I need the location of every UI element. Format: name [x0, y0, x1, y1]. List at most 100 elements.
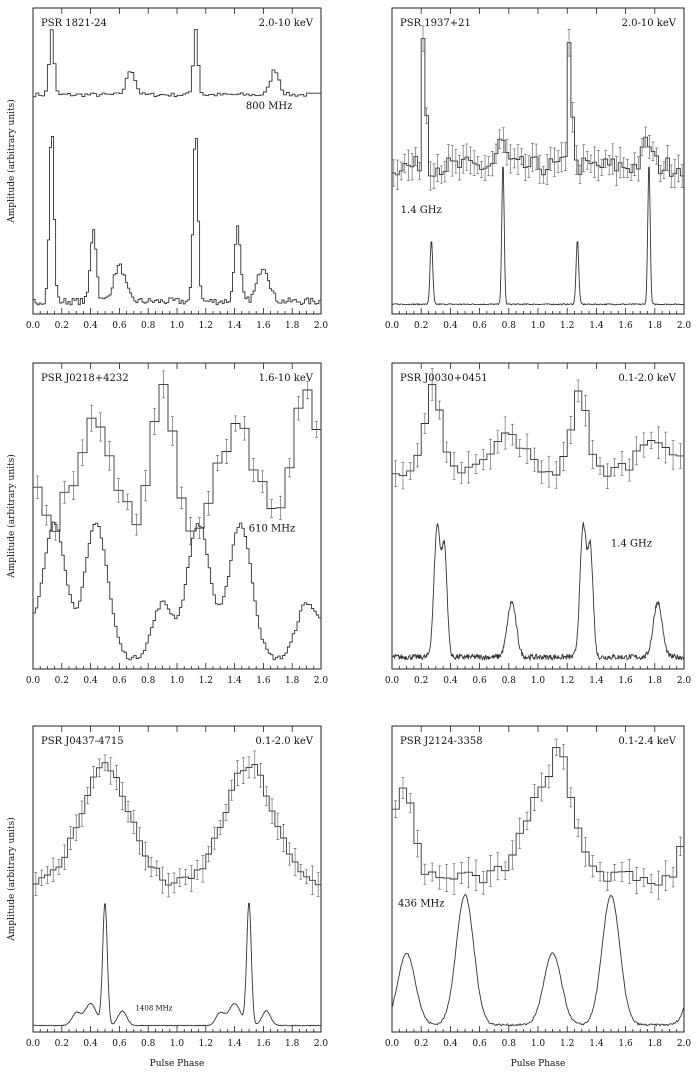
x-tick-label: 0.2 [414, 1039, 428, 1049]
profile-trace [392, 383, 684, 477]
profile-trace [33, 521, 321, 661]
series-upper: 2.0-10 keV [392, 18, 684, 191]
y-axis-label: Amplitude (arbitrary units) [6, 454, 17, 578]
series-label: 1.6-10 keV [259, 373, 314, 384]
x-tick-label: 1.4 [589, 321, 604, 331]
x-tick-label: 1.0 [170, 321, 185, 331]
panel-frame [32, 362, 322, 670]
x-axis: 0.0 0.2 0.4 0.6 0.8 1.0 1.2 1.4 1.6 1.8 2.0 [26, 726, 329, 1049]
x-tick-label: 1.2 [560, 321, 574, 331]
x-tick-label: 1.2 [199, 1039, 213, 1049]
panel-title: PSR J0030+0451 [400, 373, 488, 384]
profile-trace [392, 522, 685, 662]
x-tick-label: 1.8 [648, 676, 663, 686]
x-axis: 0.0 0.2 0.4 0.6 0.8 1.0 1.2 1.4 1.6 1.8 2.0 [26, 8, 329, 331]
panel-1: 0.0 0.2 0.4 0.6 0.8 1.0 1.2 1.4 1.6 1.8 2.0 PSR 182… [6, 7, 329, 331]
x-tick-label: 1.6 [618, 321, 633, 331]
x-tick-label: 1.0 [531, 1039, 546, 1049]
x-axis: 0.0 0.2 0.4 0.6 0.8 1.0 1.2 1.4 1.6 1.8 2.0 [385, 8, 692, 331]
x-tick-label: 0.2 [55, 1039, 69, 1049]
series-label: 436 MHz [398, 899, 445, 910]
profile-trace [33, 28, 321, 98]
panel-title: PSR J0437-4715 [41, 736, 124, 747]
x-tick-label: 0.4 [443, 1039, 458, 1049]
series-label: 0.1-2.4 keV [618, 736, 676, 747]
series-lower: 610 MHz [33, 521, 321, 661]
x-tick-label: 2.0 [677, 676, 692, 686]
series-lower: 1.4 GHz [392, 522, 685, 662]
x-tick-label: 0.4 [443, 321, 458, 331]
x-tick-label: 0.0 [385, 1039, 400, 1049]
x-tick-label: 1.6 [618, 1039, 633, 1049]
profile-trace [392, 38, 684, 177]
profile-trace [392, 166, 684, 306]
x-axis: 0.0 0.2 0.4 0.6 0.8 1.0 1.2 1.4 1.6 1.8 2.0 [385, 363, 692, 686]
x-tick-label: 0.8 [502, 1039, 517, 1049]
x-tick-label: 1.6 [256, 676, 271, 686]
x-axis-label: Pulse Phase [511, 1059, 566, 1069]
x-tick-label: 1.4 [589, 676, 604, 686]
panel-2: 0.0 0.2 0.4 0.6 0.8 1.0 1.2 1.4 1.6 1.8 2.0 PSR 193… [385, 7, 692, 331]
x-tick-label: 2.0 [314, 1039, 329, 1049]
panel-title: PSR J2124-3358 [400, 736, 483, 747]
x-tick-label: 1.8 [285, 1039, 300, 1049]
x-tick-label: 1.4 [589, 1039, 604, 1049]
x-tick-label: 1.6 [618, 676, 633, 686]
series-label: 1.4 GHz [611, 539, 652, 550]
profile-trace [392, 746, 684, 886]
x-tick-label: 0.0 [26, 676, 41, 686]
series-lower: 436 MHz [392, 893, 684, 1027]
x-tick-label: 0.2 [414, 321, 428, 331]
x-tick-label: 0.6 [112, 1039, 127, 1049]
x-tick-label: 0.0 [26, 321, 41, 331]
x-tick-label: 0.8 [141, 1039, 156, 1049]
panel-title: PSR 1821-24 [41, 18, 107, 29]
x-tick-label: 1.8 [285, 676, 300, 686]
x-tick-label: 0.4 [83, 1039, 98, 1049]
x-tick-label: 1.0 [170, 1039, 185, 1049]
panel-6: 0.0 0.2 0.4 0.6 0.8 1.0 1.2 1.4 1.6 1.8 2.0 PSR J21… [385, 725, 692, 1069]
profile-trace [33, 903, 321, 1027]
y-axis-label: Amplitude (arbitrary units) [6, 99, 17, 223]
x-tick-label: 1.2 [199, 321, 213, 331]
x-tick-label: 2.0 [677, 1039, 692, 1049]
x-tick-label: 2.0 [314, 321, 329, 331]
series-upper: 2.0-10 keV [33, 18, 321, 98]
panel-5: 0.0 0.2 0.4 0.6 0.8 1.0 1.2 1.4 1.6 1.8 2.0 PSR J04… [6, 725, 329, 1069]
x-tick-label: 1.2 [560, 1039, 574, 1049]
x-tick-label: 0.6 [112, 676, 127, 686]
series-upper: 0.1-2.0 keV [33, 736, 321, 898]
x-tick-label: 2.0 [677, 321, 692, 331]
series-label: 2.0-10 keV [622, 18, 677, 29]
x-tick-label: 0.2 [55, 321, 69, 331]
y-axis-label: Amplitude (arbitrary units) [6, 817, 17, 941]
panel-title: PSR 1937+21 [400, 18, 471, 29]
x-tick-label: 1.4 [227, 1039, 242, 1049]
series-label: 0.1-2.0 keV [255, 736, 313, 747]
x-tick-label: 1.6 [256, 1039, 271, 1049]
x-tick-label: 1.8 [285, 321, 300, 331]
profile-trace [33, 383, 321, 532]
x-axis: 0.0 0.2 0.4 0.6 0.8 1.0 1.2 1.4 1.6 1.8 2.0 [26, 363, 328, 686]
x-tick-label: 0.0 [26, 1039, 41, 1049]
series-upper: 1.6-10 keV [33, 370, 321, 546]
series-lower: 1408 MHz [33, 903, 321, 1027]
x-tick-label: 0.0 [385, 321, 400, 331]
x-tick-label: 0.4 [443, 676, 458, 686]
x-tick-label: 1.0 [531, 321, 546, 331]
x-tick-label: 0.6 [112, 321, 127, 331]
x-tick-label: 0.8 [141, 321, 156, 331]
series-label: 800 MHz [246, 101, 293, 112]
series-upper: 0.1-2.4 keV [392, 736, 684, 900]
x-tick-label: 1.0 [531, 676, 546, 686]
x-tick-label: 1.4 [227, 321, 242, 331]
x-tick-label: 0.4 [83, 321, 98, 331]
series-lower: 800 MHz [33, 101, 321, 306]
panel-frame [32, 7, 322, 315]
series-lower: 1.4 GHz [392, 166, 684, 306]
x-tick-label: 0.4 [83, 676, 98, 686]
panel-title: PSR J0218+4232 [41, 373, 129, 384]
profile-trace [33, 136, 321, 306]
panel-4: 0.0 0.2 0.4 0.6 0.8 1.0 1.2 1.4 1.6 1.8 2.0 PSR J00… [385, 362, 692, 686]
x-tick-label: 0.6 [472, 1039, 487, 1049]
